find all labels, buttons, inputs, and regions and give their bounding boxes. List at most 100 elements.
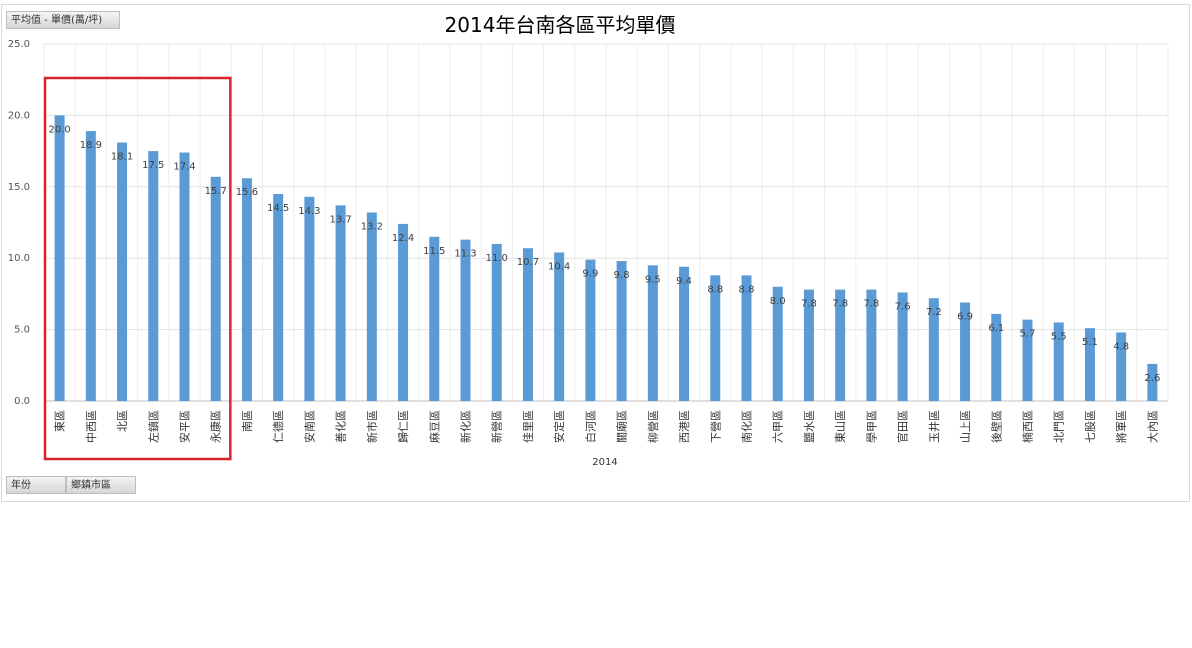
- bar-善化區[interactable]: [335, 205, 346, 401]
- x-tick-label: 玉井區: [927, 410, 941, 443]
- data-label: 18.1: [111, 152, 133, 163]
- data-label: 11.0: [486, 253, 508, 264]
- value-field-button[interactable]: 平均值 - 單價(萬/坪): [6, 11, 120, 29]
- bar-七股區[interactable]: [1084, 328, 1095, 401]
- bar-學甲區[interactable]: [866, 289, 877, 401]
- data-label: 2.6: [1144, 373, 1160, 384]
- data-label: 17.4: [173, 162, 195, 173]
- bar-關廟區[interactable]: [616, 261, 627, 401]
- x-tick-label: 六甲區: [772, 410, 785, 443]
- x-tick-label: 南化區: [740, 410, 754, 443]
- data-label: 11.3: [454, 249, 476, 260]
- data-label: 12.4: [392, 233, 414, 244]
- x-tick-label: 新市區: [365, 410, 379, 443]
- chart-title: 2014年台南各區平均單價: [445, 13, 676, 37]
- bar-歸仁區[interactable]: [398, 223, 409, 401]
- data-label: 15.6: [236, 187, 258, 198]
- bar-麻豆區[interactable]: [429, 236, 440, 401]
- bar-六甲區[interactable]: [772, 286, 783, 401]
- bar-新化區[interactable]: [460, 239, 471, 401]
- bar-西港區[interactable]: [679, 266, 690, 401]
- x-tick-label: 安定區: [552, 410, 566, 443]
- data-label: 6.1: [988, 323, 1004, 334]
- x-tick-label: 北區: [116, 410, 129, 432]
- x-tick-label: 後壁區: [989, 410, 1003, 443]
- bar-白河區[interactable]: [585, 259, 596, 401]
- x-tick-label: 新化區: [459, 410, 473, 443]
- data-label: 5.5: [1051, 331, 1067, 342]
- data-label: 5.7: [1020, 329, 1036, 340]
- data-label: 8.8: [707, 284, 723, 295]
- data-labels: 20.0 18.9 18.1 17.5 17.4 15.7 15.6 14.5 14.3 13.7…: [48, 124, 1160, 383]
- bar-新市區[interactable]: [366, 212, 377, 401]
- data-label: 9.5: [645, 274, 661, 285]
- district-field-button[interactable]: 鄉鎮市區: [66, 476, 136, 494]
- x-tick-label: 麻豆區: [427, 410, 441, 443]
- bar-南化區[interactable]: [741, 275, 752, 401]
- x-axis-title: 2014: [592, 457, 617, 468]
- data-label: 11.5: [423, 246, 445, 257]
- x-tick-label: 北門區: [1053, 410, 1066, 443]
- y-tick-label: 15.0: [8, 182, 30, 193]
- bar-仁德區[interactable]: [273, 193, 284, 401]
- y-tick-label: 20.0: [8, 110, 30, 121]
- x-tick-label: 白河區: [583, 410, 597, 443]
- x-tick-label: 歸仁區: [396, 410, 410, 443]
- data-label: 5.1: [1082, 337, 1098, 348]
- year-field-button[interactable]: 年份: [6, 476, 66, 494]
- x-tick-label: 學甲區: [865, 410, 878, 443]
- data-label: 13.2: [361, 222, 383, 233]
- data-label: 14.5: [267, 203, 289, 214]
- x-tick-label: 楠西區: [1021, 410, 1035, 443]
- bar-安平區[interactable]: [179, 152, 190, 401]
- bar-下營區[interactable]: [710, 275, 721, 401]
- x-tick-label: 新營區: [490, 410, 504, 443]
- bar-鹽水區[interactable]: [803, 289, 814, 401]
- bar-北門區[interactable]: [1053, 322, 1064, 401]
- data-label: 7.6: [895, 301, 911, 312]
- bar-玉井區[interactable]: [928, 298, 939, 401]
- data-label: 13.7: [329, 214, 351, 225]
- x-tick-label: 下營區: [709, 410, 722, 443]
- bar-大內區[interactable]: [1147, 363, 1158, 401]
- data-label: 14.3: [298, 206, 320, 217]
- data-label: 6.9: [957, 311, 973, 322]
- bar-東山區[interactable]: [835, 289, 846, 401]
- x-tick-label: 永康區: [209, 410, 223, 443]
- bar-南區[interactable]: [241, 178, 252, 401]
- data-label: 18.9: [80, 140, 102, 151]
- data-label: 9.9: [582, 269, 598, 280]
- bar-東區[interactable]: [54, 115, 65, 402]
- data-label: 7.2: [926, 307, 942, 318]
- bar-官田區[interactable]: [897, 292, 908, 401]
- bar-將軍區[interactable]: [1116, 332, 1127, 401]
- bar-北區[interactable]: [117, 142, 128, 402]
- x-tick-label: 南區: [241, 410, 254, 432]
- data-label: 10.7: [517, 257, 539, 268]
- bar-安定區[interactable]: [554, 252, 565, 401]
- data-label: 9.8: [614, 270, 630, 281]
- x-tick-label: 佳里區: [521, 410, 535, 443]
- chart-frame: [1, 4, 1190, 502]
- y-axis-ticks: 0.0 5.0 10.0 15.0 20.0 25.0: [8, 39, 30, 407]
- bar-新營區[interactable]: [491, 243, 502, 401]
- bar-後壁區[interactable]: [991, 313, 1002, 401]
- data-label: 7.8: [832, 299, 848, 310]
- bar-中西區[interactable]: [85, 131, 96, 401]
- x-tick-label: 仁德區: [271, 410, 285, 443]
- x-tick-label: 東山區: [834, 410, 847, 443]
- bar-楠西區[interactable]: [1022, 319, 1033, 401]
- bar-永康區[interactable]: [210, 176, 221, 401]
- bar-柳營區[interactable]: [647, 265, 658, 401]
- y-tick-label: 5.0: [14, 325, 30, 336]
- bar-佳里區[interactable]: [522, 248, 533, 401]
- bars: [54, 115, 1158, 402]
- bar-左鎮區[interactable]: [148, 151, 159, 401]
- y-tick-label: 10.0: [8, 253, 30, 264]
- x-tick-label: 鹽水區: [802, 410, 816, 443]
- data-label: 17.5: [142, 160, 164, 171]
- bar-山上區[interactable]: [960, 302, 971, 401]
- data-label: 8.8: [739, 284, 755, 295]
- bar-安南區[interactable]: [304, 196, 315, 401]
- x-axis-ticks: 東區 中西區 北區 左鎮區 安平區 永康區 南區 仁德區 安南區 善化區 新市區 歸仁區 麻豆區 新化區 新…: [54, 410, 1160, 443]
